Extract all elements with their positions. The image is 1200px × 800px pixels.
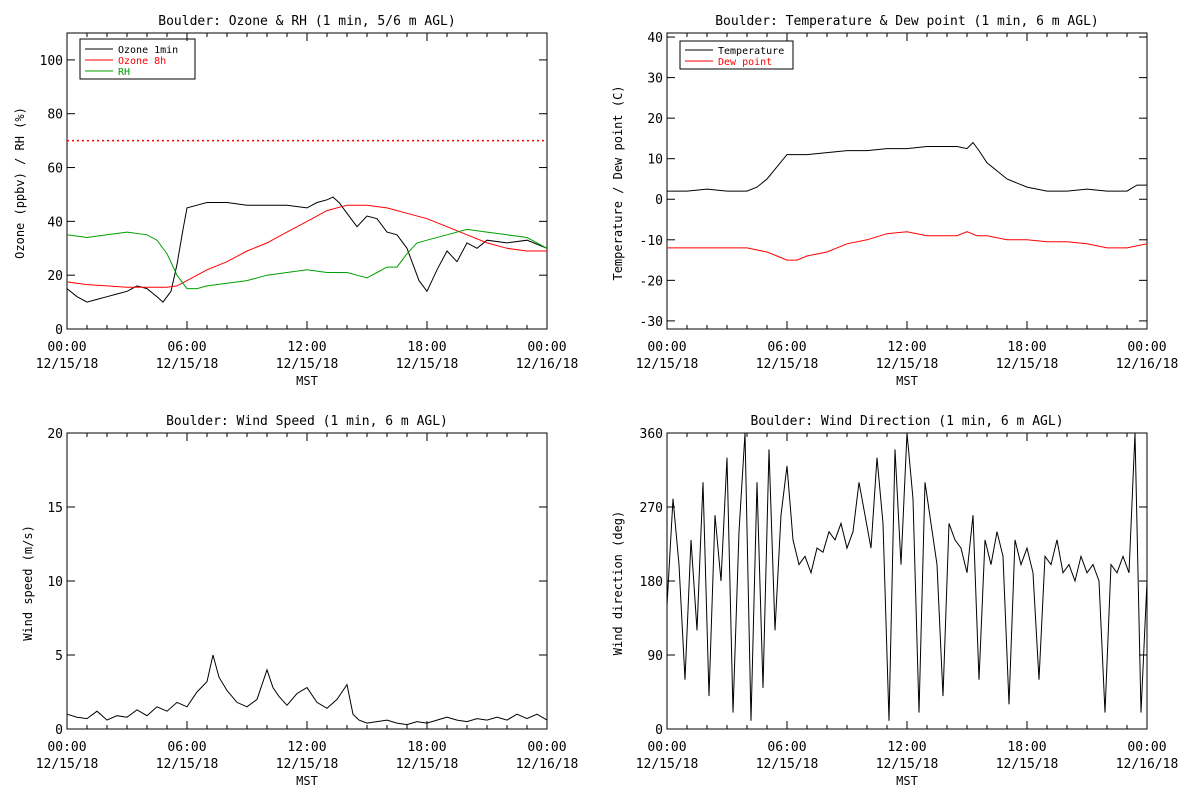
wind-speed-ylabel: Wind speed (m/s) [21, 525, 35, 641]
wind-direction-xtick-time: 06:00 [767, 740, 806, 755]
wind-speed-ytick-label: 0 [55, 723, 63, 738]
temp-dew-xtick-date: 12/15/18 [996, 357, 1059, 372]
temp-dew-panel: Boulder: Temperature & Dew point (1 min,… [611, 14, 1178, 388]
wind-speed-xtick-date: 12/15/18 [396, 757, 459, 772]
wind-direction-ytick-label: 360 [640, 427, 663, 442]
temp-dew-xtick-date: 12/16/18 [1116, 357, 1179, 372]
wind-direction-series-0 [666, 432, 1148, 721]
ozone-rh-panel: Boulder: Ozone & RH (1 min, 5/6 m AGL) M… [13, 14, 578, 388]
wind-speed-plot-frame [66, 432, 548, 730]
temp-dew-ytick-label: 30 [647, 72, 663, 87]
temp-dew-xtick-time: 00:00 [647, 340, 686, 355]
wind-direction-xlabel: MST [896, 774, 918, 788]
wind-speed-xtick-time: 18:00 [407, 740, 446, 755]
ozone-rh-xlabel: MST [296, 374, 318, 388]
temp-dew-plot-frame [666, 32, 1148, 330]
temp-dew-ytick-label: -30 [640, 315, 663, 330]
ozone-rh-xtick-date: 12/15/18 [276, 357, 339, 372]
wind-speed-xtick-time: 12:00 [287, 740, 326, 755]
legend-label-rh: RH [118, 67, 130, 78]
wind-direction-ytick-label: 90 [647, 649, 663, 664]
legend-label-dew-point: Dew point [718, 57, 772, 68]
ozone-rh-xtick-time: 18:00 [407, 340, 446, 355]
ozone-rh-series-rh [66, 228, 548, 290]
ozone-rh-title: Boulder: Ozone & RH (1 min, 5/6 m AGL) [158, 14, 455, 29]
wind-speed-xtick-date: 12/15/18 [276, 757, 339, 772]
temp-dew-xtick-time: 18:00 [1007, 340, 1046, 355]
wind-speed-xtick-time: 00:00 [47, 740, 86, 755]
wind-speed-ytick-label: 15 [47, 501, 63, 516]
wind-direction-ytick-label: 0 [655, 723, 663, 738]
ozone-rh-xtick-date: 12/15/18 [396, 357, 459, 372]
ozone-rh-xtick-date: 12/15/18 [156, 357, 219, 372]
wind-speed-xtick-date: 12/15/18 [36, 757, 99, 772]
wind-direction-xtick-time: 00:00 [1127, 740, 1166, 755]
legend-label-ozone-1min: Ozone 1min [118, 45, 178, 56]
wind-speed-xtick-time: 06:00 [167, 740, 206, 755]
ozone-rh-ytick-label: 20 [47, 269, 63, 284]
legend-label-temperature: Temperature [718, 46, 784, 57]
ozone-rh-ytick-label: 100 [40, 54, 63, 69]
temp-dew-title: Boulder: Temperature & Dew point (1 min,… [715, 14, 1099, 29]
temp-dew-xtick-date: 12/15/18 [636, 357, 699, 372]
ozone-rh-ytick-label: 0 [55, 323, 63, 338]
wind-speed-ytick-label: 10 [47, 575, 63, 590]
temp-dew-xlabel: MST [896, 374, 918, 388]
wind-direction-xtick-date: 12/15/18 [996, 757, 1059, 772]
ozone-rh-series-ozone-8h [66, 204, 547, 288]
wind-speed-panel: Boulder: Wind Speed (1 min, 6 m AGL) MST… [21, 414, 578, 788]
temp-dew-ytick-label: -20 [640, 274, 663, 289]
wind-speed-xtick-date: 12/16/18 [516, 757, 579, 772]
ozone-rh-xtick-time: 00:00 [527, 340, 566, 355]
wind-direction-xtick-date: 12/15/18 [756, 757, 819, 772]
ozone-rh-legend: Ozone 1min Ozone 8h RH [79, 38, 196, 80]
wind-direction-xtick-time: 12:00 [887, 740, 926, 755]
wind-direction-panel: Boulder: Wind Direction (1 min, 6 m AGL)… [611, 414, 1178, 788]
ozone-rh-xtick-date: 12/16/18 [516, 357, 579, 372]
temp-dew-xtick-date: 12/15/18 [756, 357, 819, 372]
ozone-rh-xtick-time: 12:00 [287, 340, 326, 355]
ozone-rh-xtick-time: 00:00 [47, 340, 86, 355]
temp-dew-ytick-label: 10 [647, 153, 663, 168]
wind-direction-ytick-label: 270 [640, 501, 663, 516]
temp-dew-legend: Temperature Dew point [679, 40, 794, 70]
wind-speed-series-0 [66, 654, 548, 726]
temp-dew-series-dew-point [667, 231, 1148, 261]
wind-speed-xtick-date: 12/15/18 [156, 757, 219, 772]
wind-speed-xlabel: MST [296, 774, 318, 788]
ozone-rh-xtick-time: 06:00 [167, 340, 206, 355]
wind-direction-xtick-date: 12/15/18 [876, 757, 939, 772]
temp-dew-xtick-time: 00:00 [1127, 340, 1166, 355]
temp-dew-ytick-label: 20 [647, 112, 663, 127]
temp-dew-ytick-label: -10 [640, 234, 663, 249]
ozone-rh-ytick-label: 60 [47, 162, 63, 177]
wind-speed-title: Boulder: Wind Speed (1 min, 6 m AGL) [166, 414, 448, 429]
wind-direction-ylabel: Wind direction (deg) [611, 511, 625, 656]
wind-direction-xtick-date: 12/15/18 [636, 757, 699, 772]
wind-direction-xtick-time: 00:00 [647, 740, 686, 755]
temp-dew-ylabel: Temperature / Dew point (C) [611, 85, 625, 280]
wind-direction-ytick-label: 180 [640, 575, 663, 590]
wind-speed-xtick-time: 00:00 [527, 740, 566, 755]
ozone-rh-ylabel: Ozone (ppbv) / RH (%) [13, 107, 27, 259]
wind-direction-title: Boulder: Wind Direction (1 min, 6 m AGL) [750, 414, 1063, 429]
temp-dew-ytick-label: 0 [655, 193, 663, 208]
legend-box [79, 38, 196, 80]
ozone-rh-xtick-date: 12/15/18 [36, 357, 99, 372]
legend-box [679, 40, 794, 70]
wind-direction-xtick-time: 18:00 [1007, 740, 1046, 755]
temp-dew-xtick-date: 12/15/18 [876, 357, 939, 372]
wind-speed-ytick-label: 20 [47, 427, 63, 442]
wind-speed-ytick-label: 5 [55, 649, 63, 664]
temp-dew-ytick-label: 40 [647, 31, 663, 46]
legend-label-ozone-8h: Ozone 8h [118, 56, 166, 67]
ozone-rh-ytick-label: 40 [47, 215, 63, 230]
temp-dew-xtick-time: 12:00 [887, 340, 926, 355]
temp-dew-xtick-time: 06:00 [767, 340, 806, 355]
ozone-rh-ytick-label: 80 [47, 108, 63, 123]
wind-direction-xtick-date: 12/16/18 [1116, 757, 1179, 772]
temp-dew-series-temperature [667, 141, 1147, 192]
ozone-rh-series-ozone-1min [66, 196, 548, 303]
